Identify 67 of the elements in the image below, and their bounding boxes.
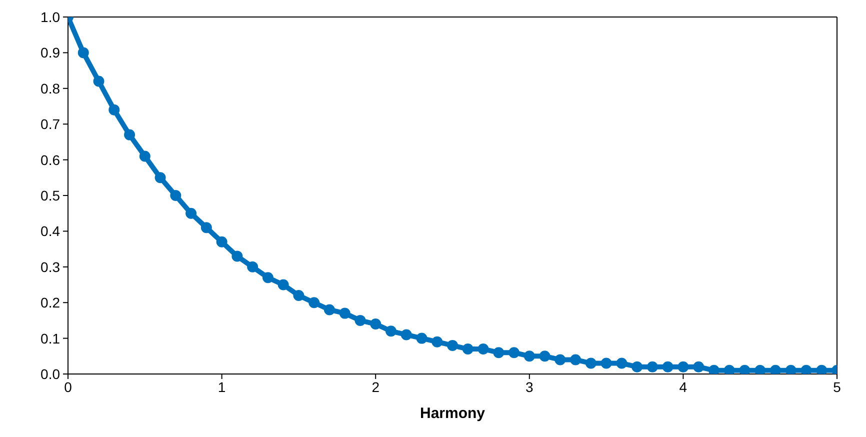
- point: [554, 354, 566, 366]
- y-tick-label: 0.0: [40, 366, 60, 382]
- point: [462, 344, 474, 355]
- point: [508, 347, 520, 358]
- point: [216, 236, 228, 248]
- y-tick-label: 0.6: [40, 152, 60, 168]
- y-tick-label: 0.1: [40, 330, 60, 346]
- point: [416, 332, 428, 344]
- point: [754, 364, 766, 374]
- point: [539, 350, 550, 362]
- point: [124, 129, 136, 140]
- point: [724, 364, 735, 374]
- x-tick-label: 1: [218, 378, 226, 395]
- point: [247, 261, 258, 272]
- x-axis-title: Harmony: [420, 405, 486, 422]
- y-tick-label: 0.8: [40, 80, 60, 96]
- point: [385, 326, 396, 337]
- y-tick-label: 0.7: [40, 116, 60, 132]
- y-tick-label: 0.9: [40, 44, 60, 61]
- point: [78, 47, 89, 58]
- point: [400, 329, 412, 340]
- point: [632, 361, 643, 372]
- y-tick-label: 0.4: [40, 223, 60, 240]
- point: [324, 304, 335, 316]
- point: [585, 358, 596, 369]
- point: [570, 354, 582, 366]
- y-tick-label: 0.5: [40, 187, 60, 204]
- point: [278, 279, 289, 290]
- x-tick-label: 4: [679, 378, 688, 395]
- y-tick-label: 1.0: [40, 8, 60, 25]
- point: [616, 358, 628, 369]
- point: [186, 208, 197, 219]
- x-tick-label: 3: [526, 378, 534, 395]
- point: [432, 336, 443, 348]
- point: [139, 150, 150, 162]
- point: [816, 364, 828, 374]
- point: [785, 364, 796, 374]
- point: [154, 172, 166, 184]
- point: [308, 297, 320, 308]
- point: [708, 364, 720, 374]
- point: [232, 250, 243, 262]
- point: [93, 76, 104, 87]
- point: [662, 361, 674, 372]
- point: [800, 364, 812, 374]
- point: [524, 350, 535, 362]
- point: [739, 364, 750, 374]
- point: [200, 222, 212, 234]
- point: [493, 347, 504, 358]
- point: [370, 318, 382, 330]
- point: [354, 314, 366, 326]
- point: [678, 361, 689, 372]
- point: [339, 308, 350, 319]
- point: [693, 361, 704, 372]
- point: [108, 104, 120, 116]
- y-tick-label: 0.3: [40, 258, 60, 275]
- point: [262, 272, 274, 284]
- point: [293, 290, 304, 301]
- x-tick-label: 2: [372, 378, 380, 395]
- x-tick-label: 0: [64, 378, 72, 395]
- point: [478, 344, 489, 355]
- point: [170, 190, 182, 201]
- point: [447, 340, 458, 351]
- x-tick-label: 5: [833, 378, 842, 395]
- y-tick-label: 0.2: [40, 294, 60, 311]
- point: [600, 358, 612, 369]
- point: [770, 364, 781, 374]
- point: [646, 361, 658, 372]
